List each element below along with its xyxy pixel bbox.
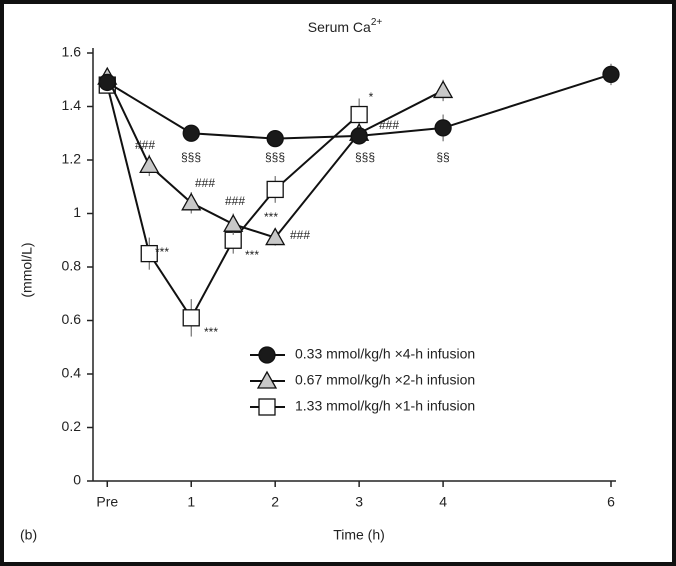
legend-label: 1.33 mmol/kg/h ×1-h infusion <box>295 398 475 414</box>
x-tick-label: 1 <box>187 494 195 510</box>
point <box>182 309 200 327</box>
y-tick-label: 0.4 <box>62 365 82 381</box>
annotation: §§§ <box>265 150 285 164</box>
panel-label: (b) <box>20 527 37 543</box>
point <box>182 124 200 142</box>
point <box>266 129 284 148</box>
legend-label: 0.33 mmol/kg/h ×4-h infusion <box>295 346 475 362</box>
point <box>140 244 158 263</box>
legend-label: 0.67 mmol/kg/h ×2-h infusion <box>295 372 475 388</box>
point <box>139 155 160 174</box>
x-axis-label: Time (h) <box>333 527 385 543</box>
annotation: ### <box>379 118 399 132</box>
y-axis-label: (mmol/L) <box>19 242 35 297</box>
x-tick-label: 3 <box>355 494 363 510</box>
title-sup: 2+ <box>371 17 383 28</box>
point <box>223 213 244 232</box>
x-tick-label: 6 <box>607 494 615 510</box>
y-tick-label: 1.6 <box>62 44 82 60</box>
title-text: Serum Ca <box>308 19 371 35</box>
point <box>432 80 454 99</box>
x-tick-label: 2 <box>271 494 279 510</box>
point <box>602 65 620 84</box>
annotation: * <box>369 90 374 104</box>
point <box>350 127 368 145</box>
annotation: ### <box>225 194 245 208</box>
legend-marker <box>258 346 276 364</box>
point <box>350 105 368 124</box>
y-tick-label: 0.6 <box>62 311 82 327</box>
y-tick-label: 0.8 <box>62 258 82 274</box>
annotation: §§§ <box>181 150 201 164</box>
point <box>98 73 116 92</box>
annotation: *** <box>204 325 218 339</box>
annotation: §§§ <box>355 150 375 164</box>
annotation: ### <box>290 228 310 242</box>
y-tick-label: 0.2 <box>62 418 82 434</box>
y-tick-label: 1.2 <box>62 151 82 167</box>
legend-marker <box>258 398 276 416</box>
annotation: *** <box>155 245 169 259</box>
point <box>434 119 452 137</box>
legend-marker <box>256 370 278 389</box>
annotation: ### <box>195 176 215 190</box>
annotation: §§ <box>436 150 449 164</box>
chart-title: Serum Ca2+ <box>308 17 383 35</box>
annotation: *** <box>245 248 259 262</box>
point <box>266 180 284 199</box>
x-tick-label: Pre <box>96 494 118 510</box>
y-tick-label: 0 <box>73 472 81 488</box>
point <box>265 227 286 246</box>
series-line <box>106 84 360 320</box>
point <box>181 192 202 211</box>
annotation: ### <box>135 138 155 152</box>
y-tick-label: 1 <box>73 204 81 220</box>
y-tick-label: 1.4 <box>62 97 82 113</box>
x-tick-label: 4 <box>439 494 447 510</box>
annotation: *** <box>264 210 278 224</box>
series-line <box>106 73 612 140</box>
